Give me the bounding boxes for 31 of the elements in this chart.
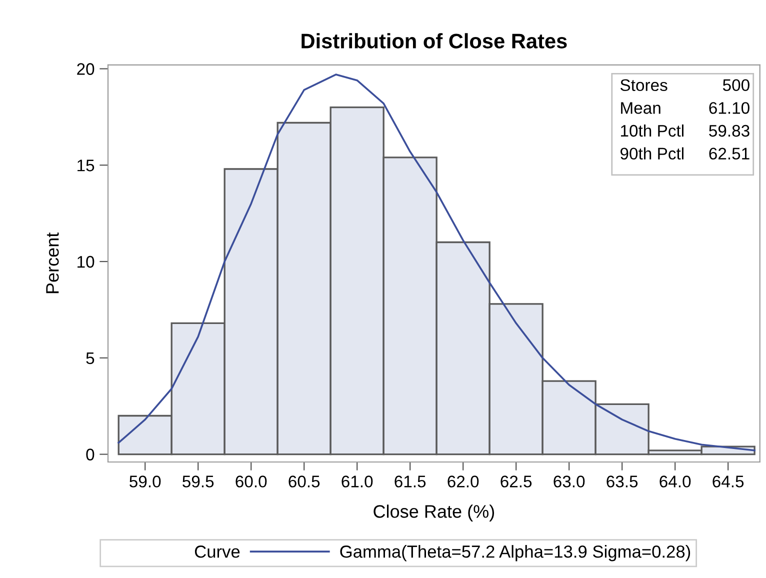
x-tick-label: 59.0 <box>130 476 161 488</box>
x-tick-label: 60.5 <box>288 476 320 488</box>
annotation: 61.10 <box>709 102 750 114</box>
y-tick-label: 20 <box>77 63 94 75</box>
x-tick-label: 61.0 <box>342 476 373 488</box>
y-tick-label: 5 <box>86 352 94 364</box>
legend-title: Curve <box>194 545 240 558</box>
x-tick-label: 64.0 <box>660 476 691 488</box>
y-tick-label: 15 <box>78 160 94 172</box>
annotation: Mean <box>621 102 660 114</box>
x-axis-title: Close Rate (%) <box>374 504 494 522</box>
annotation: 10th Pctl <box>620 124 684 137</box>
x-tick-label: 59.5 <box>182 476 214 488</box>
annotation: 62.51 <box>709 148 750 160</box>
x-tick-label: 62.5 <box>500 476 532 488</box>
annotation: 59.83 <box>709 124 750 137</box>
x-tick-label: 60.0 <box>236 476 267 488</box>
y-axis-title: Percent <box>46 232 59 294</box>
y-tick-label: 10 <box>78 256 94 268</box>
line-series <box>118 74 756 452</box>
y-tick-label: 0 <box>86 448 94 460</box>
x-tick-label: 63.5 <box>606 476 638 488</box>
chart-title: Distribution of Close Rates <box>302 33 567 48</box>
annotation: 500 <box>722 79 750 92</box>
annotation: Stores <box>620 79 668 92</box>
x-tick-label: 64.5 <box>712 476 744 488</box>
x-tick-label: 62.0 <box>448 476 479 488</box>
legend-label: Gamma(Theta=57.2 Alpha=13.9 Sigma=0.28) <box>340 545 690 562</box>
x-tick-label: 63.0 <box>554 476 585 488</box>
x-tick-label: 61.5 <box>394 476 426 488</box>
annotation: 90th Pctl <box>620 147 684 160</box>
